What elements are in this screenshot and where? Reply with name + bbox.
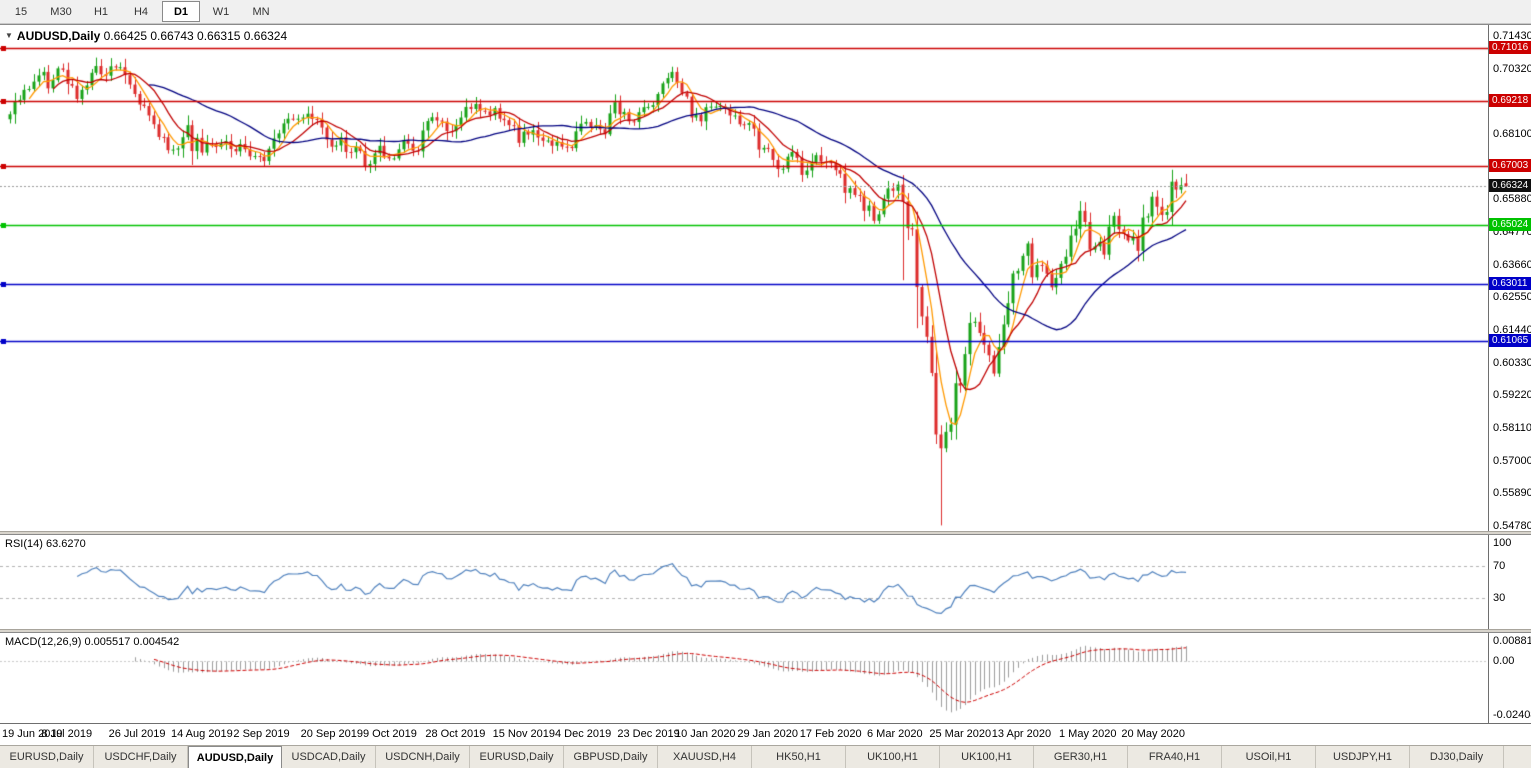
time-axis-label: 1 May 2020 xyxy=(1059,728,1117,740)
rsi-axis-label: 30 xyxy=(1493,591,1506,604)
level-price-badge: 0.65024 xyxy=(1489,217,1531,231)
level-price-badge: 0.67003 xyxy=(1489,159,1531,173)
chart-tab-usdjpy-h1[interactable]: USDJPY,H1 xyxy=(1316,746,1410,768)
timeframe-toolbar: 15 M30 H1 H4 D1 W1 MN xyxy=(0,0,1531,24)
price-axis-label: 0.58110 xyxy=(1493,422,1531,434)
chart-tab-audusd-daily[interactable]: AUDUSD,Daily xyxy=(188,746,282,768)
time-axis-label: 20 Sep 2019 xyxy=(300,728,363,740)
macd-label: MACD(12,26,9) 0.005517 0.004542 xyxy=(5,636,180,648)
chart-tab-usdchf-daily[interactable]: USDCHF,Daily xyxy=(94,746,188,768)
price-axis: 0.714300.703200.692100.681000.669900.658… xyxy=(1488,25,1531,532)
time-axis-label: 28 Oct 2019 xyxy=(425,728,486,740)
time-axis-label: 8 Jul 2019 xyxy=(41,728,93,740)
time-axis-label: 17 Feb 2020 xyxy=(799,728,862,740)
price-axis-label: 0.54780 xyxy=(1493,520,1531,532)
chart-tab-xauusd-h4[interactable]: XAUUSD,H4 xyxy=(658,746,752,768)
price-axis-label: 0.57000 xyxy=(1493,454,1531,467)
chart-tab-usdcnh-daily[interactable]: USDCNH,Daily xyxy=(376,746,470,768)
chart-tab-usdcad-daily[interactable]: USDCAD,Daily xyxy=(282,746,376,768)
chart-ohlc-values: 0.66425 0.66743 0.66315 0.66324 xyxy=(103,29,288,43)
price-axis-label: 0.70320 xyxy=(1493,62,1531,75)
chart-tab-uk100-h1[interactable]: UK100,H1 xyxy=(846,746,940,768)
chart-tab-uk100-h1[interactable]: UK100,H1 xyxy=(940,746,1034,768)
panel-splitter[interactable] xyxy=(0,531,1531,535)
chart-tab-eurusd-daily[interactable]: EURUSD,Daily xyxy=(470,746,564,768)
price-axis-label: 0.71430 xyxy=(1493,30,1531,42)
chart-symbol-label: AUDUSD,Daily xyxy=(16,29,101,43)
time-axis-label: 19 Jun 2019 xyxy=(2,728,63,740)
price-axis-label: 0.55890 xyxy=(1493,487,1531,500)
level-price-badge: 0.69218 xyxy=(1489,94,1531,108)
chart-tab-hk50-h1[interactable]: HK50,H1 xyxy=(752,746,846,768)
chart-tab-dj30-daily[interactable]: DJ30,Daily xyxy=(1410,746,1504,768)
timeframe-button-mn[interactable]: MN xyxy=(252,5,270,18)
time-axis-label: 26 Jul 2019 xyxy=(108,728,166,740)
chart-tab-eurusd-daily[interactable]: EURUSD,Daily xyxy=(0,746,94,768)
rsi-canvas[interactable] xyxy=(0,535,1488,629)
chart-tab-gbpusd-daily[interactable]: GBPUSD,Daily xyxy=(564,746,658,768)
price-axis-label: 0.62550 xyxy=(1493,291,1531,304)
timeframe-button-d1[interactable]: D1 xyxy=(162,1,200,22)
chart-tab-ger30-h1[interactable]: GER30,H1 xyxy=(1034,746,1128,768)
timeframe-button-h1[interactable]: H1 xyxy=(93,5,109,18)
chart-legend: ▼ AUDUSD,Daily 0.66425 0.66743 0.66315 0.… xyxy=(5,29,287,43)
rsi-panel: RSI(14) 63.6270 100 70 30 xyxy=(0,535,1531,629)
price-axis-label: 0.63660 xyxy=(1493,258,1531,271)
timeframe-button-m30[interactable]: M30 xyxy=(50,5,72,18)
main-chart-panel: ▼ AUDUSD,Daily 0.66425 0.66743 0.66315 0.… xyxy=(0,24,1531,532)
macd-axis-label: 0.00 xyxy=(1493,654,1515,667)
macd-axis-label: 0.008815 xyxy=(1493,635,1531,647)
macd-panel: MACD(12,26,9) 0.005517 0.004542 0.008815… xyxy=(0,633,1531,723)
time-axis-label: 25 Mar 2020 xyxy=(929,728,992,740)
current-price-badge: 0.66324 xyxy=(1489,179,1531,193)
time-axis: 19 Jun 2019 8 Jul 2019 26 Jul 2019 14 Aug 2… xyxy=(0,723,1531,745)
time-axis-label: 20 May 2020 xyxy=(1121,728,1185,740)
chart-tab-usoil-h1[interactable]: USOil,H1 xyxy=(1222,746,1316,768)
rsi-axis-label: 100 xyxy=(1493,537,1512,549)
time-axis-label: 10 Jan 2020 xyxy=(675,728,736,740)
macd-axis: 0.008815 0.00 -0.02408 xyxy=(1488,633,1531,723)
price-axis-label: 0.59220 xyxy=(1493,389,1531,402)
chart-dropdown-icon[interactable]: ▼ xyxy=(5,31,13,40)
price-axis-label: 0.60330 xyxy=(1493,356,1531,369)
timeframe-button-15[interactable]: 15 xyxy=(14,5,28,18)
time-axis-label: 29 Jan 2020 xyxy=(737,728,798,740)
time-axis-label: 23 Dec 2019 xyxy=(617,728,680,740)
price-axis-label: 0.68100 xyxy=(1493,128,1531,140)
price-chart-canvas[interactable] xyxy=(0,25,1488,531)
rsi-label: RSI(14) 63.6270 xyxy=(5,538,86,550)
chart-tab-fra40-h1[interactable]: FRA40,H1 xyxy=(1128,746,1222,768)
chart-tabs-bar: EURUSD,Daily USDCHF,Daily AUDUSD,Daily USDC… xyxy=(0,745,1531,768)
time-axis-label: 14 Aug 2019 xyxy=(171,728,233,740)
macd-axis-label: -0.02408 xyxy=(1493,709,1531,721)
rsi-axis-label: 70 xyxy=(1493,560,1506,573)
level-price-badge: 0.71016 xyxy=(1489,41,1531,55)
time-axis-label: 13 Apr 2020 xyxy=(991,728,1052,740)
time-axis-label: 4 Dec 2019 xyxy=(555,728,612,740)
timeframe-button-w1[interactable]: W1 xyxy=(212,5,230,18)
time-axis-label: 9 Oct 2019 xyxy=(363,728,417,740)
level-price-badge: 0.61065 xyxy=(1489,334,1531,348)
price-axis-label: 0.61440 xyxy=(1493,324,1531,336)
level-price-badge: 0.63011 xyxy=(1489,276,1531,290)
macd-canvas[interactable] xyxy=(0,633,1488,723)
price-axis-label: 0.65880 xyxy=(1493,193,1531,206)
rsi-axis: 100 70 30 xyxy=(1488,535,1531,629)
time-axis-label: 2 Sep 2019 xyxy=(233,728,290,740)
panel-splitter[interactable] xyxy=(0,629,1531,633)
time-axis-label: 15 Nov 2019 xyxy=(492,728,555,740)
time-axis-label: 6 Mar 2020 xyxy=(867,728,923,740)
timeframe-button-h4[interactable]: H4 xyxy=(133,5,149,18)
